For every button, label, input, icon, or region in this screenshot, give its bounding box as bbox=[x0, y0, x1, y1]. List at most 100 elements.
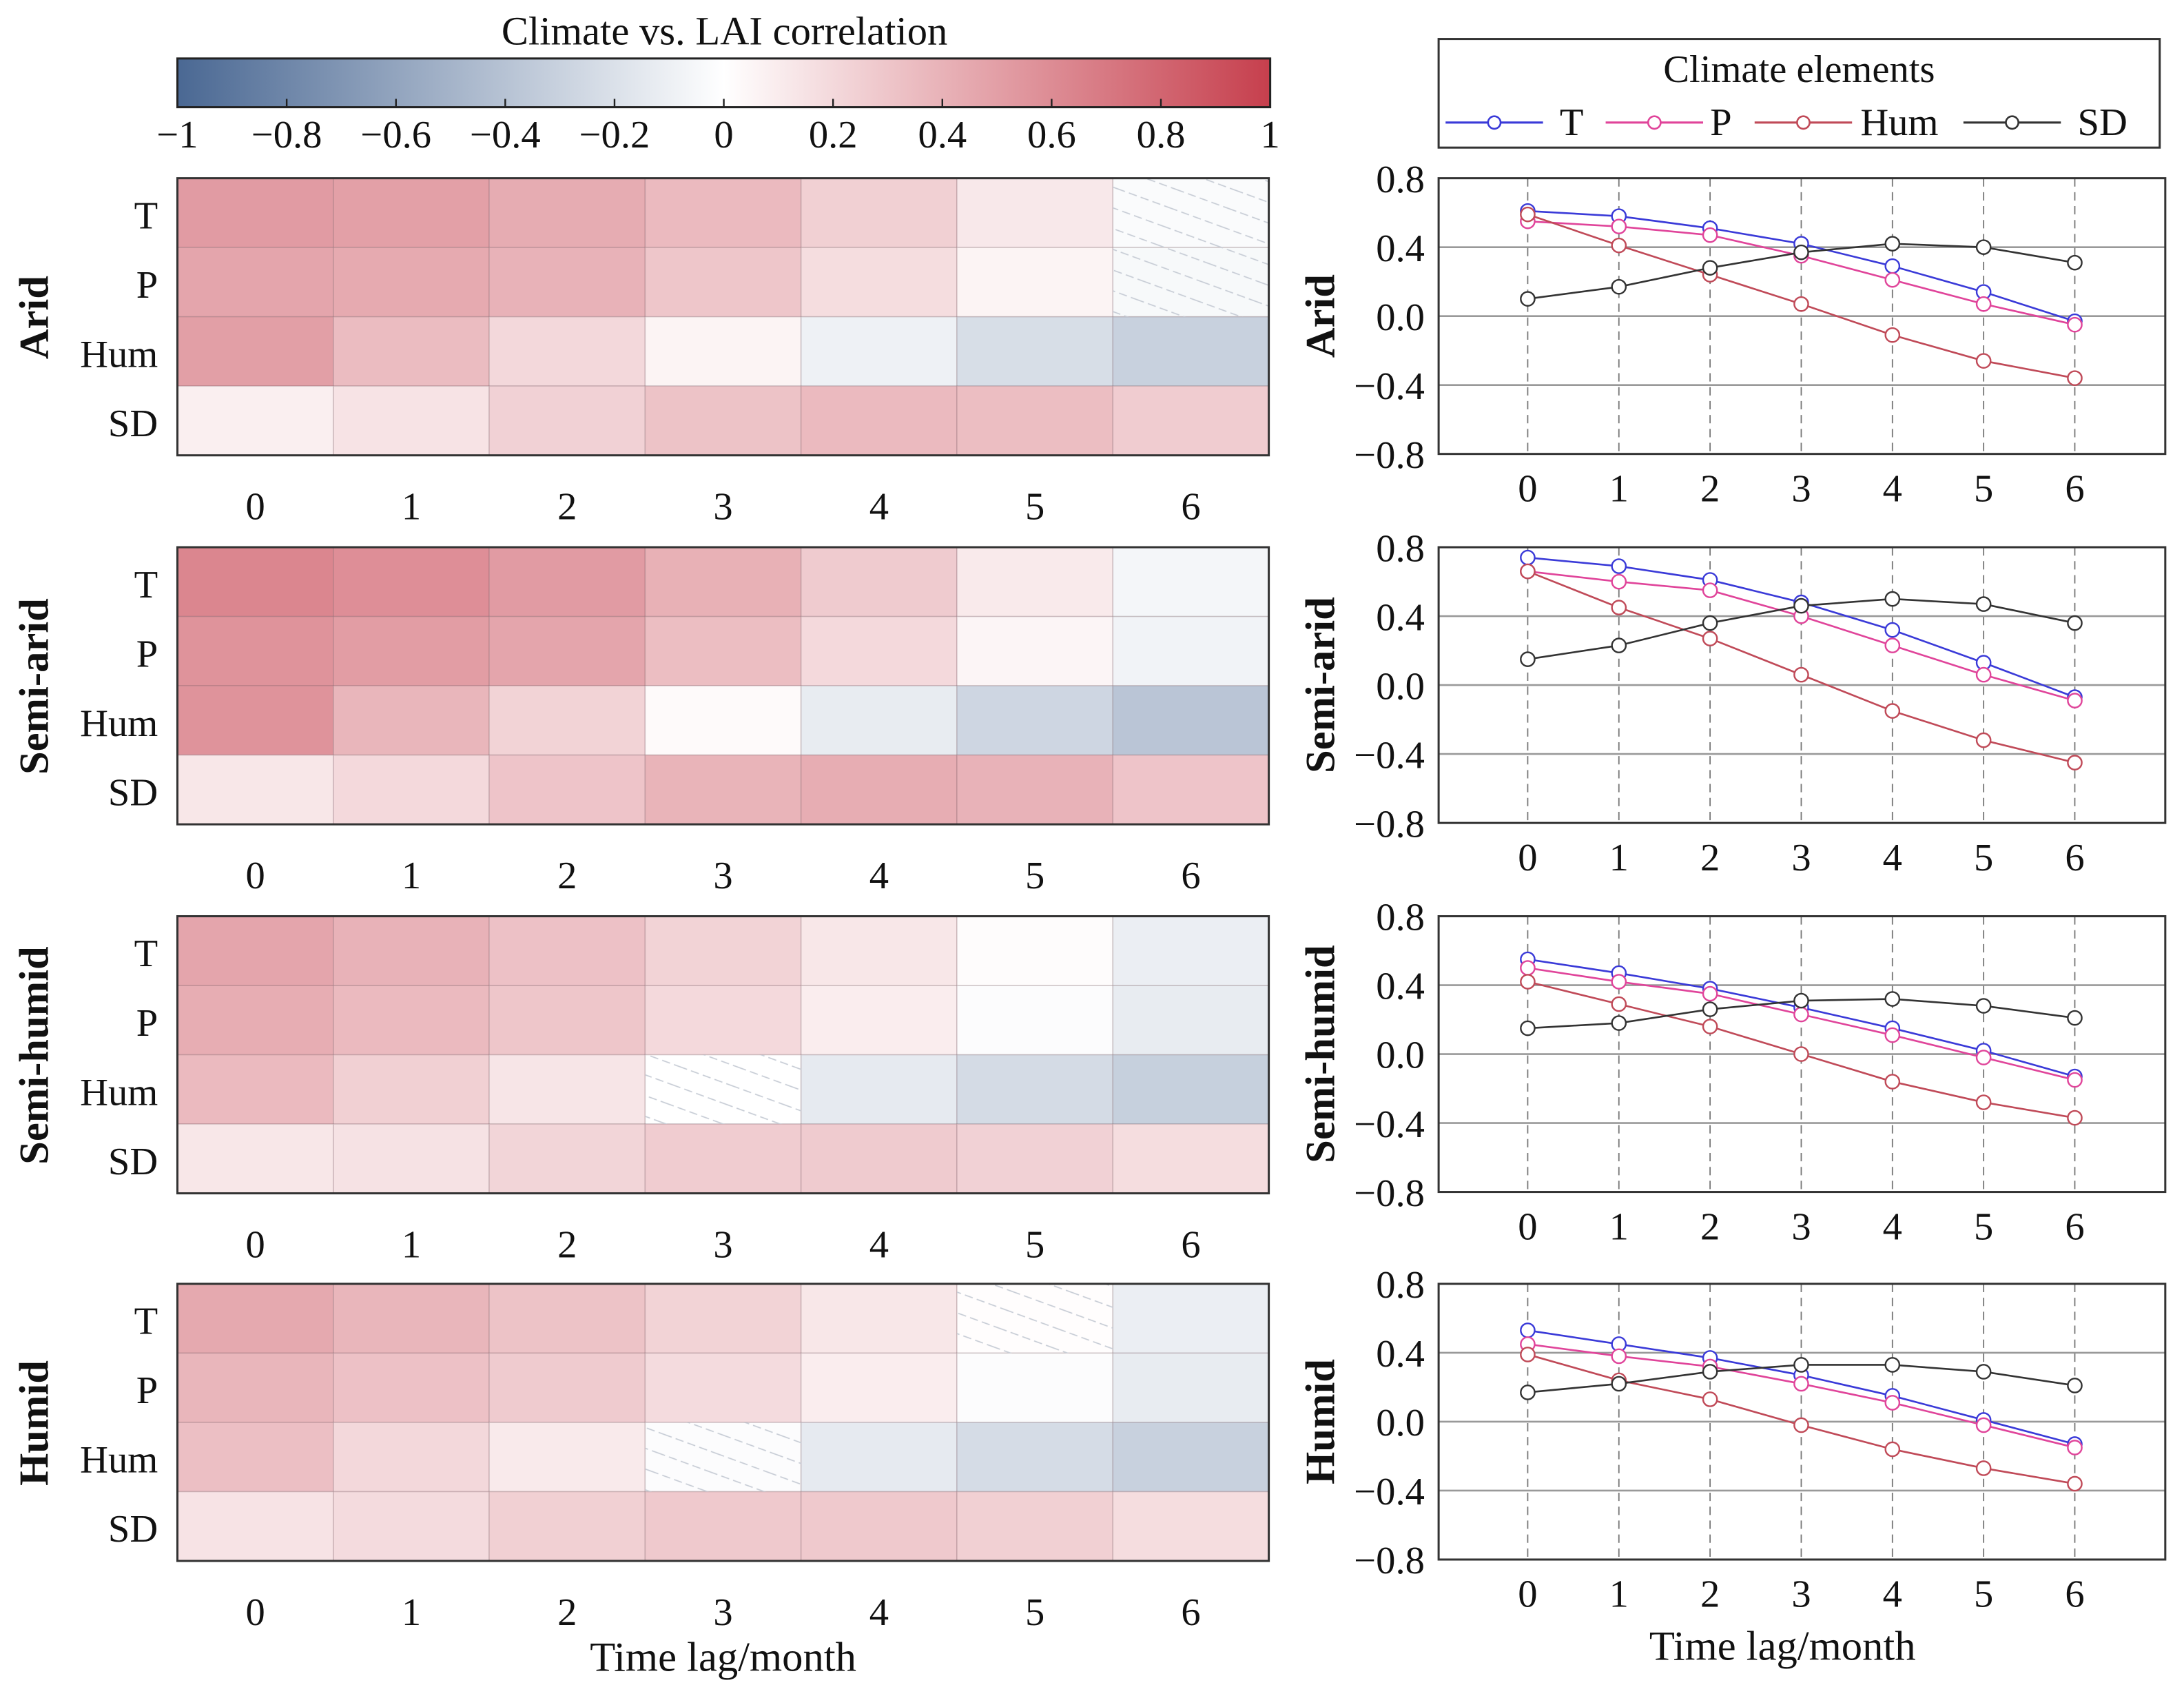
heatmap-col-label: 4 bbox=[869, 486, 889, 529]
heatmap-cell bbox=[1112, 615, 1270, 686]
heatmap-cell bbox=[644, 385, 802, 456]
heatmap-cell bbox=[488, 1491, 646, 1562]
data-point bbox=[2067, 1110, 2083, 1126]
heatmap-cell bbox=[644, 754, 802, 825]
data-point bbox=[1975, 1460, 1992, 1476]
data-point bbox=[2067, 254, 2083, 271]
heatmap-col-label: 0 bbox=[246, 486, 265, 529]
data-point bbox=[1975, 1364, 1992, 1380]
heatmap-cell bbox=[956, 1422, 1114, 1493]
y-tick-label: 0.0 bbox=[1376, 296, 1425, 339]
heatmap-cell bbox=[800, 685, 958, 756]
data-point bbox=[1884, 622, 1901, 638]
heatmap-cell bbox=[333, 985, 490, 1056]
data-point bbox=[1520, 1322, 1536, 1338]
heatmap-cell bbox=[176, 1491, 334, 1562]
heatmap-cell bbox=[956, 247, 1114, 318]
heatmap-col-label: 5 bbox=[1025, 1224, 1044, 1267]
colorbar-tick-label: 0 bbox=[714, 114, 733, 156]
y-tick-label: 0.8 bbox=[1376, 527, 1425, 570]
colorbar-tick-label: −0.4 bbox=[470, 114, 541, 156]
heatmap-row-label: Hum bbox=[80, 1071, 158, 1114]
heatmap-cell bbox=[488, 546, 646, 617]
heatmap-cell bbox=[333, 915, 490, 986]
y-tick-label: −0.8 bbox=[1354, 803, 1425, 846]
data-point bbox=[1702, 615, 1718, 631]
y-tick-label: 0.4 bbox=[1376, 1333, 1425, 1376]
data-point bbox=[1611, 573, 1627, 590]
heatmap-cell bbox=[333, 1123, 490, 1194]
heatmap-cell bbox=[644, 247, 802, 318]
heatmap-col-label: 3 bbox=[713, 1591, 732, 1634]
heatmap-cell bbox=[800, 247, 958, 318]
heatmap-arid: TP Hum SD 0 1 2 3 4 5 6 Arid bbox=[12, 177, 1270, 529]
data-point bbox=[1884, 236, 1901, 252]
heatmap-cell bbox=[1112, 1123, 1270, 1194]
data-point bbox=[1975, 666, 1992, 683]
x-tick-label: 6 bbox=[2065, 837, 2084, 879]
data-point bbox=[1884, 591, 1901, 607]
heatmap-cell bbox=[488, 615, 646, 686]
plot-frame bbox=[1437, 546, 2167, 824]
heatmap-panel-label: Humid bbox=[12, 1360, 58, 1486]
line-panel-label: Semi-arid bbox=[1298, 597, 1344, 773]
data-point bbox=[1520, 206, 1536, 223]
x-tick-label: 4 bbox=[1883, 837, 1902, 879]
x-tick-label: 4 bbox=[1883, 467, 1902, 510]
data-point bbox=[1884, 272, 1901, 288]
heatmap-cell bbox=[800, 615, 958, 686]
heatmap-col-label: 6 bbox=[1181, 855, 1200, 897]
heatmap-cell bbox=[644, 685, 802, 756]
data-point bbox=[2067, 1072, 2083, 1088]
series-hum bbox=[1520, 974, 2083, 1126]
x-tick-label: 2 bbox=[1700, 467, 1720, 510]
data-point bbox=[1520, 549, 1536, 566]
colorbar-tick-label: −1 bbox=[156, 114, 198, 156]
heatmap-col-label: 4 bbox=[869, 1591, 889, 1634]
series-hum bbox=[1520, 206, 2083, 386]
legend-label: P bbox=[1710, 101, 1731, 144]
heatmap-cell bbox=[333, 615, 490, 686]
data-point bbox=[1884, 1395, 1901, 1411]
colorbar-tick-label: 1 bbox=[1260, 114, 1279, 156]
heatmap-col-label: 0 bbox=[246, 855, 265, 897]
line-panel-label: Humid bbox=[1298, 1359, 1344, 1484]
heatmap-cell bbox=[1112, 985, 1270, 1056]
heatmap-cell bbox=[333, 1491, 490, 1562]
y-tick-label: −0.4 bbox=[1354, 1471, 1425, 1513]
data-point bbox=[2067, 316, 2083, 333]
heatmap-col-label: 4 bbox=[869, 1224, 889, 1267]
series-sd bbox=[1520, 991, 2083, 1036]
legend-marker bbox=[1487, 115, 1502, 130]
x-tick-label: 3 bbox=[1791, 1573, 1811, 1616]
heatmap-cell bbox=[176, 1422, 334, 1493]
heatmap-cell bbox=[800, 1123, 958, 1194]
x-tick-label: 4 bbox=[1883, 1205, 1902, 1248]
series-p bbox=[1520, 1336, 2083, 1455]
colorbar-tick-label: 0.2 bbox=[809, 114, 858, 156]
data-point bbox=[1793, 1006, 1809, 1023]
data-point bbox=[1975, 998, 1992, 1014]
heatmap-cell bbox=[1112, 1491, 1270, 1562]
heatmap-row-label: Hum bbox=[80, 1439, 158, 1482]
heatmap-col-label: 2 bbox=[557, 1224, 577, 1267]
data-point bbox=[1611, 974, 1627, 990]
data-point bbox=[2067, 1010, 2083, 1026]
heatmap-cell bbox=[956, 1491, 1114, 1562]
data-point bbox=[1520, 960, 1536, 976]
series-sd bbox=[1520, 1357, 2083, 1400]
data-point bbox=[1884, 258, 1901, 274]
heatmap-cell bbox=[956, 754, 1114, 825]
data-point bbox=[1520, 563, 1536, 580]
heatmap-col-label: 2 bbox=[557, 855, 577, 897]
heatmap-cell bbox=[176, 177, 334, 248]
heatmap-col-label: 3 bbox=[713, 486, 732, 529]
heatmap-cell bbox=[800, 915, 958, 986]
heatmap-cell bbox=[333, 754, 490, 825]
data-point bbox=[1520, 974, 1536, 990]
heatmap-cell bbox=[800, 1054, 958, 1125]
heatmap-row-label: T bbox=[134, 194, 158, 237]
heatmap-col-label: 0 bbox=[246, 1591, 265, 1634]
series-sd bbox=[1520, 236, 2083, 307]
